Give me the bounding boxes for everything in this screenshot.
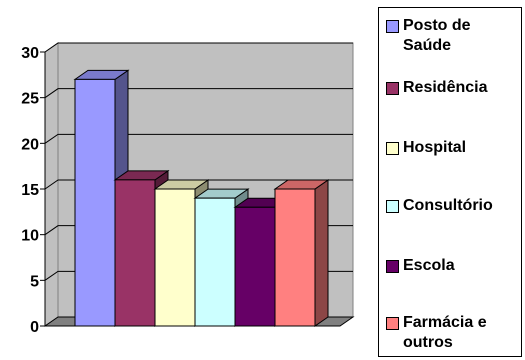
legend-item: Escola: [386, 256, 520, 276]
bar-front: [194, 197, 236, 327]
gridline: [44, 42, 353, 53]
bar-front: [74, 78, 116, 327]
y-tick-label: 15: [21, 182, 39, 199]
legend-item: Farmácia e outros: [386, 313, 520, 353]
legend-label: Residência: [403, 79, 488, 96]
y-tick-label: 30: [21, 45, 39, 62]
legend-label: Consultório: [403, 197, 493, 214]
bar-front: [154, 188, 196, 327]
bars: [73, 69, 330, 327]
bar-front: [274, 188, 316, 327]
legend: Posto de Saúde Residência Hospital Consultó…: [378, 7, 522, 357]
y-tick-label: 20: [21, 136, 39, 153]
legend-swatch: [386, 20, 399, 33]
y-axis: 0 5 10 15 20 25 30: [21, 45, 340, 336]
legend-item: Posto de Saúde: [386, 16, 520, 56]
y-tick-label: 10: [21, 228, 39, 245]
y-tick-label: 25: [21, 91, 39, 108]
gridline: [44, 133, 353, 144]
legend-swatch: [386, 200, 399, 213]
legend-swatch: [386, 317, 399, 330]
legend-label: Escola: [403, 257, 455, 274]
legend-item: Residência: [386, 78, 520, 98]
legend-swatch: [386, 82, 399, 95]
gridline: [44, 88, 353, 99]
y-tick-label: 0: [30, 319, 39, 336]
legend-label: Farmácia e outros: [403, 314, 487, 351]
legend-item: Consultório: [386, 196, 520, 216]
legend-swatch: [386, 260, 399, 273]
bar-6: [273, 179, 330, 327]
legend-swatch: [386, 142, 399, 155]
legend-label: Hospital: [403, 139, 467, 156]
bar-front: [234, 206, 276, 327]
gridline: [44, 179, 353, 190]
legend-item: Hospital: [386, 138, 520, 158]
legend-label: Posto de Saúde: [403, 17, 471, 54]
y-tick-label: 5: [30, 273, 39, 290]
bar-front: [114, 179, 156, 327]
bar-side: [314, 179, 329, 327]
